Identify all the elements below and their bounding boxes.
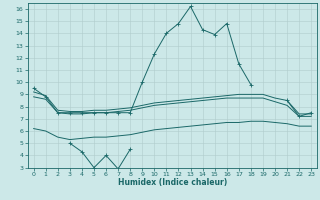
X-axis label: Humidex (Indice chaleur): Humidex (Indice chaleur)	[118, 178, 227, 187]
